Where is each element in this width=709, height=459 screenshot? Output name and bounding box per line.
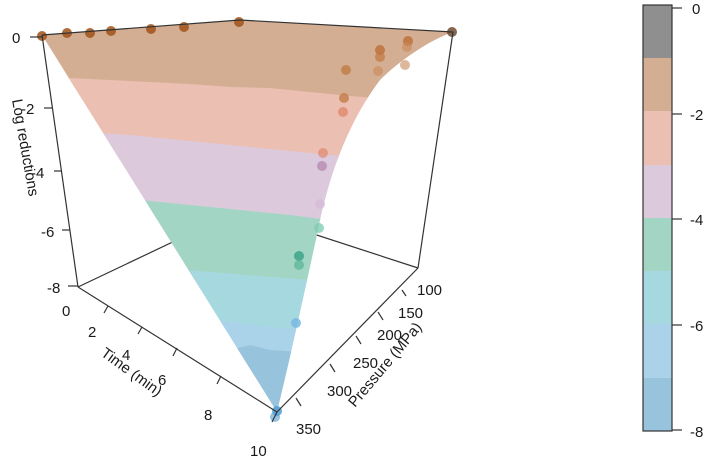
colorbar-tick-2: -4	[690, 212, 703, 229]
y-tick-4: 300	[327, 383, 352, 400]
x-tick-0: 0	[62, 303, 70, 320]
z-tick-1: -2	[21, 101, 34, 118]
y-tick-5: 350	[296, 421, 321, 438]
y-tick-1: 150	[398, 305, 423, 322]
x-tick-5: 10	[250, 443, 267, 459]
colorbar-tick-1: -2	[690, 107, 703, 124]
surface	[42, 20, 453, 412]
z-tick-0: 0	[12, 30, 20, 47]
z-tick-3: -6	[41, 224, 54, 241]
z-tick-2: -4	[31, 165, 44, 182]
front-frame	[41, 19, 454, 413]
z-tick-4: -8	[47, 280, 60, 297]
x-tick-2: 4	[122, 347, 130, 364]
x-axis-title: Time (min)	[98, 344, 166, 400]
y-axis: 100 150 200 250 300 350 Pressure (MPa)	[295, 282, 442, 438]
y-tick-0: 100	[417, 282, 442, 299]
colorbar-tick-4: -8	[690, 424, 703, 441]
colorbar-tick-3: -6	[690, 318, 703, 335]
colorbar-tick-0: 0	[692, 1, 700, 18]
z-axis-title: Log reductions	[8, 98, 42, 198]
x-tick-4: 8	[204, 407, 212, 424]
x-tick-3: 6	[158, 372, 166, 389]
y-tick-3: 250	[353, 355, 378, 372]
x-tick-1: 2	[88, 324, 96, 341]
y-tick-2: 200	[377, 327, 402, 344]
colorbar: 0 -2 -4 -6 -8	[642, 1, 703, 441]
